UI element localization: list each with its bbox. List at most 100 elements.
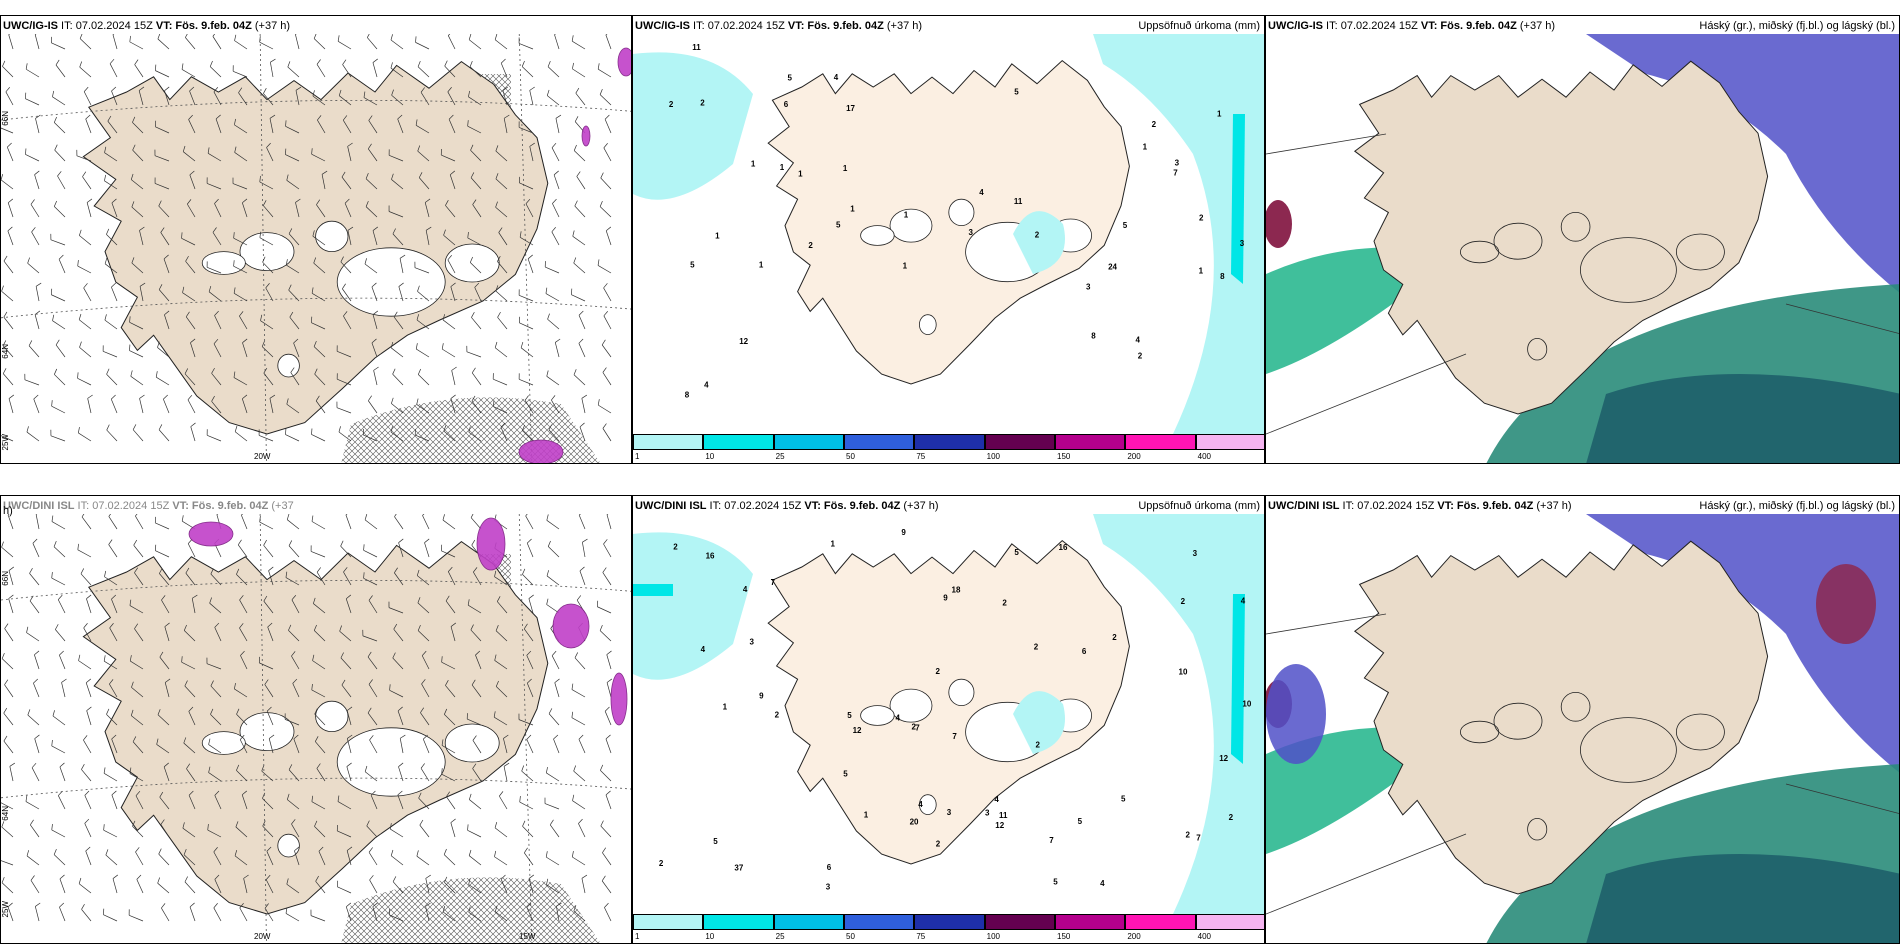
wind-barb <box>50 435 66 442</box>
glacier-outline <box>1527 338 1548 361</box>
wind-barb <box>85 118 92 134</box>
precip-map-panel-bottom: UWC/DINI ISL IT: 07.02.2024 15Z VT: Fös.… <box>632 495 1265 944</box>
wind-barb <box>474 287 482 302</box>
wind-barb-flag <box>55 339 60 346</box>
wind-barb <box>239 907 248 922</box>
wind-barb <box>261 346 274 358</box>
wind-barb-flag <box>86 594 92 599</box>
wind-barb-flag <box>497 311 501 318</box>
colorbar-tick-label: 1 <box>635 932 640 941</box>
wind-barb <box>526 655 534 670</box>
precip-value-label: 5 <box>1123 221 1128 230</box>
wind-barb <box>314 713 326 726</box>
wind-barb <box>78 660 92 670</box>
glacier-outline <box>315 220 349 252</box>
wind-barb <box>390 431 404 442</box>
precip-value-label: 5 <box>1014 548 1019 557</box>
wind-barb <box>3 712 14 726</box>
precip-value-label: 6 <box>827 863 832 872</box>
wind-barb <box>467 237 482 246</box>
wind-barb-flag <box>417 368 421 375</box>
wind-barb <box>5 91 14 106</box>
glacier-outline <box>1527 818 1548 841</box>
wind-barb <box>59 654 66 670</box>
wind-barb-flag <box>84 818 90 824</box>
wind-barb-flag <box>551 142 557 148</box>
wind-barb <box>189 906 196 922</box>
wind-barb <box>318 851 326 866</box>
wind-barb <box>187 399 196 414</box>
wind-barb-flag <box>601 339 606 346</box>
wind-barb <box>496 686 508 698</box>
low-cloud-area <box>1586 374 1899 463</box>
wind-barb <box>415 42 430 50</box>
wind-barb-flag <box>262 792 266 799</box>
wind-barb <box>578 739 586 754</box>
wind-barb-flag <box>159 651 164 658</box>
wind-barb <box>313 603 326 614</box>
wind-barb-flag <box>314 736 319 742</box>
wind-barb-flag <box>599 200 603 207</box>
wind-barb <box>529 90 534 106</box>
wind-barb <box>394 516 404 530</box>
wind-barb-flag <box>445 595 450 602</box>
wind-barb-flag <box>346 594 352 600</box>
wind-barb-flag <box>321 170 328 175</box>
wind-barb-flag <box>574 200 578 207</box>
wind-barb-flag <box>189 86 195 92</box>
precip-value-label: 4 <box>994 795 999 804</box>
wind-barb-flag <box>398 762 404 767</box>
wind-barb-flag <box>604 706 610 712</box>
wind-barb-flag <box>269 114 276 119</box>
wind-barb <box>239 739 248 754</box>
wind-barb <box>372 230 378 246</box>
wind-barb-flag <box>295 86 302 91</box>
wind-barb <box>84 795 92 810</box>
precip-value-label: 2 <box>673 543 678 552</box>
wind-barb-flag <box>295 198 301 203</box>
wind-barb-flag <box>210 568 214 575</box>
wind-barb <box>547 95 560 106</box>
wind-barb-flag <box>1 652 5 659</box>
wind-barb <box>367 148 378 162</box>
wind-barb-flag <box>448 114 454 120</box>
precip-value-label: 4 <box>1100 879 1105 888</box>
wind-barb <box>132 149 144 162</box>
wind-barb <box>291 655 300 670</box>
colorbar-tick-label: 1 <box>635 452 640 461</box>
wind-barb-flag <box>368 595 373 601</box>
wind-barb <box>498 232 508 246</box>
precip-value-label: 5 <box>836 221 841 230</box>
wind-barb-flag <box>214 790 220 796</box>
colorbar-swatch <box>1055 914 1126 930</box>
wind-barb-flag <box>552 198 557 204</box>
wind-barb-flag <box>363 572 365 579</box>
wind-barb <box>419 824 430 838</box>
wind-barb <box>104 263 118 274</box>
wind-barb-flag <box>504 114 510 119</box>
wind-barb-flag <box>139 394 145 399</box>
wind-barb <box>575 92 586 106</box>
wind-barb <box>259 181 274 190</box>
wind-barb <box>295 90 300 106</box>
wind-barb-flag <box>29 595 34 602</box>
wind-barb <box>285 154 300 162</box>
wind-barb-flag <box>132 736 137 742</box>
wind-barb <box>59 766 66 782</box>
wind-barb-flag <box>185 255 189 262</box>
wind-barb <box>132 741 144 754</box>
wind-barb-flag <box>467 824 469 831</box>
wind-barb <box>85 850 92 866</box>
wind-barb-flag <box>269 394 276 399</box>
lon-label-20w: 20W <box>254 452 271 461</box>
wind-barb-flag <box>264 903 269 909</box>
wind-barb-flag <box>574 652 579 658</box>
wind-barb-flag <box>573 905 577 912</box>
wind-barb <box>132 826 144 838</box>
wind-barb-flag <box>521 60 525 67</box>
wind-barb-flag <box>573 369 577 375</box>
wind-barb-flag <box>131 257 135 264</box>
wind-barb <box>345 514 352 530</box>
wind-barb-flag <box>342 59 347 65</box>
wind-barb-flag <box>234 34 237 41</box>
